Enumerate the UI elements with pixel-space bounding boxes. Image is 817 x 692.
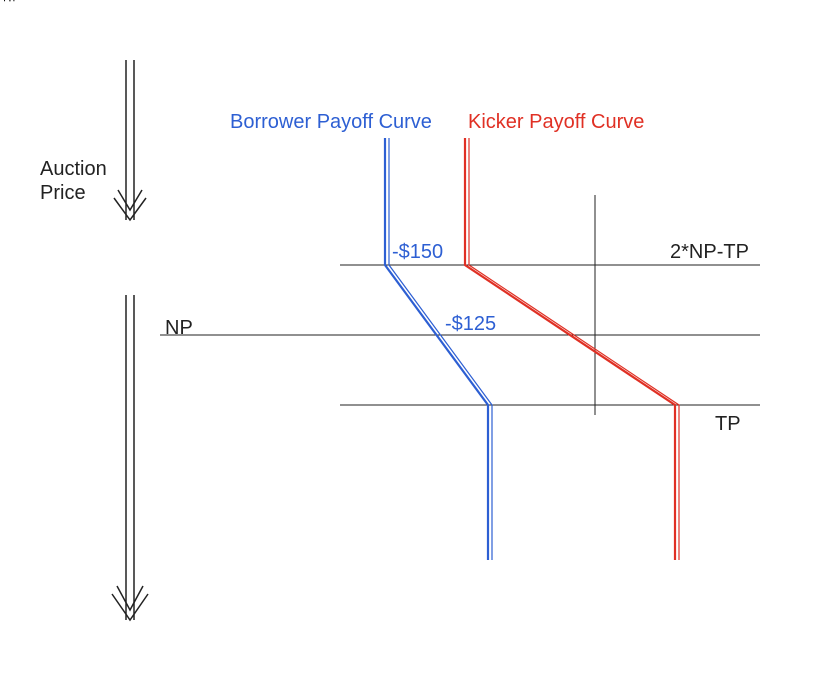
borrower-payoff-curve [385,138,488,560]
auction-price-axis [112,60,148,620]
tp-label: TP [715,413,741,435]
auction-price-label: AuctionPrice [40,158,107,204]
borrower-payoff-curve-dup [389,138,492,560]
borrower-value-top: -$150 [392,241,443,263]
borrower-value-mid: -$125 [445,313,496,335]
borrower-title: Borrower Payoff Curve [230,111,432,133]
kicker-payoff-curve [465,138,675,560]
kicker-payoff-curve-dup [469,138,679,560]
np-label: NP [165,317,193,339]
kicker-title: Kicker Payoff Curve [468,111,644,133]
two-np-tp-label: 2*NP-TP [670,241,749,263]
kicker-value-bottom: +$100 [0,0,45,4]
